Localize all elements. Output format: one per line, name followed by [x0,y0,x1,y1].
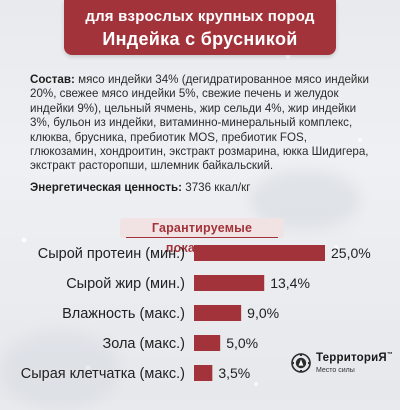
bar [194,275,265,291]
category-label: Влажность (макс.) [62,306,185,322]
composition-label: Состав: [30,73,75,86]
value-label: 9,0% [247,305,279,321]
composition-text: Состав: мясо индейки 34% (дегидратирован… [30,73,375,174]
category-label: Зола (макс.) [102,336,185,352]
value-label: 13,4% [270,275,310,291]
energy-label: Энергетическая ценность: [30,181,183,194]
energy-value: 3736 ккал/кг [185,181,251,194]
banner-subtitle: для взрослых крупных пород [85,8,315,25]
logo-tagline: Место силы [316,367,355,374]
energy-value-row: Энергетическая ценность: 3736 ккал/кг [30,181,250,194]
value-label: 3,5% [218,365,250,381]
bar [194,335,221,351]
banner-title: Индейка с брусникой [102,29,298,49]
guaranteed-values-chart: Сырой протеин (мин.) 25,0% Сырой жир (мин.… [21,245,371,382]
value-label: 25,0% [331,245,371,261]
brand-logo: ТерриториЯ™ Место силы [290,346,393,382]
category-label: Сырой жир (мин.) [66,276,185,292]
category-label: Сырой протеин (мин.) [38,246,185,262]
bar [194,365,213,381]
composition-body: мясо индейки 34% (дегидратированное мясо… [30,73,369,173]
bar [194,305,242,321]
value-label: 5,0% [226,335,258,351]
title-banner: для взрослых крупных пород Индейка с бру… [64,0,336,55]
chart-title: Гарантируемые показатели [120,218,284,255]
logo-name: ТерриториЯ™ [316,352,394,364]
category-label: Сырая клетчатка (макс.) [21,366,185,382]
bar [194,245,325,261]
compass-logo-icon [291,353,311,373]
